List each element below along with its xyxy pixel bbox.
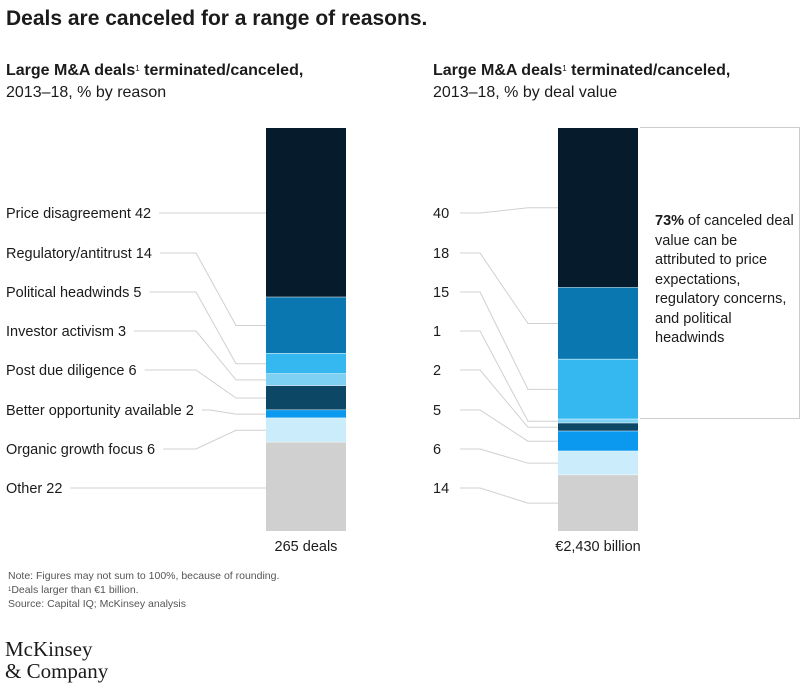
right-leader-line-organic-growth-focus xyxy=(460,448,558,464)
left-leader-line-post-due-diligence xyxy=(144,369,266,399)
left-stacked-bar-chart: Price disagreement 42 Regulatory/antitrus… xyxy=(6,128,346,555)
right-label-regulatory-antitrust: 18 xyxy=(433,246,449,262)
left-bar-segment-price-disagreement xyxy=(266,128,346,298)
right-label-better-opportunity-available: 5 xyxy=(433,403,441,419)
left-bar-segment-organic-growth-focus xyxy=(266,418,346,443)
footnotes: Note: Figures may not sum to 100%, becau… xyxy=(8,569,279,611)
logo-line-1: McKinsey xyxy=(5,637,93,661)
right-leader-line-investor-activism xyxy=(460,330,558,422)
right-label-investor-activism: 1 xyxy=(433,324,441,340)
right-chart-subtitle: 2013–18, % by deal value xyxy=(433,84,618,101)
right-label-organic-growth-focus: 6 xyxy=(433,442,441,458)
right-label-post-due-diligence: 2 xyxy=(433,363,441,379)
right-leader-line-political-headwinds xyxy=(460,291,558,390)
left-bar-segment-investor-activism xyxy=(266,373,346,386)
right-bar-segment-post-due-diligence xyxy=(558,423,638,432)
right-leader-line-other xyxy=(460,487,558,504)
left-chart-title-footnote: 1 xyxy=(135,64,140,73)
left-bar-segment-other xyxy=(266,442,346,531)
left-total-label: 265 deals xyxy=(275,539,338,555)
callout-text: of canceled deal value can be attributed… xyxy=(655,213,794,346)
right-bar-segment-investor-activism xyxy=(558,419,638,424)
left-chart-subtitle: 2013–18, % by reason xyxy=(6,84,167,101)
page-title: Deals are canceled for a range of reason… xyxy=(6,7,428,30)
right-chart-title: Large M&A deals1 terminated/canceled, 20… xyxy=(433,60,730,104)
left-bar-segment-regulatory-antitrust xyxy=(266,297,346,354)
mckinsey-logo: McKinsey & Company xyxy=(5,638,108,682)
right-leader-line-regulatory-antitrust xyxy=(460,252,558,325)
right-total-label: €2,430 billion xyxy=(555,539,640,555)
left-leader-line-better-opportunity-available xyxy=(201,409,266,415)
right-leader-line-price-disagreement xyxy=(460,207,558,214)
right-label-price-disagreement: 40 xyxy=(433,206,449,222)
right-bar-segment-political-headwinds xyxy=(558,359,638,420)
right-leader-line-better-opportunity-available xyxy=(460,409,558,442)
note-deal-size-marker: 1 xyxy=(8,587,12,593)
callout-bracket xyxy=(640,127,800,419)
note-source: Source: Capital IQ; McKinsey analysis xyxy=(8,598,186,610)
left-bar-segment-political-headwinds xyxy=(266,353,346,374)
left-chart-title-text: Large M&A deals xyxy=(6,62,136,79)
right-label-political-headwinds: 15 xyxy=(433,285,449,301)
left-label-price-disagreement: Price disagreement 42 xyxy=(6,206,151,222)
callout: 73% of canceled deal value can be attrib… xyxy=(655,212,800,349)
left-bar-segment-better-opportunity-available xyxy=(266,410,346,419)
right-bar-segment-better-opportunity-available xyxy=(558,431,638,452)
left-label-regulatory-antitrust: Regulatory/antitrust 14 xyxy=(6,246,152,262)
left-chart-title-tail: terminated/canceled, xyxy=(139,62,304,79)
logo-line-2: & Company xyxy=(5,659,109,683)
left-label-better-opportunity-available: Better opportunity available 2 xyxy=(6,403,194,419)
left-chart-title: Large M&A deals1 terminated/canceled, 20… xyxy=(6,60,303,104)
right-bar-segment-regulatory-antitrust xyxy=(558,287,638,360)
callout-percentage: 73% xyxy=(655,213,685,229)
right-chart-title-text: Large M&A deals xyxy=(433,62,563,79)
note-deal-size-text: Deals larger than €1 billion. xyxy=(11,584,139,596)
left-leader-line-regulatory-antitrust xyxy=(159,252,266,326)
left-label-other: Other 22 xyxy=(6,481,62,497)
left-leader-line-political-headwinds xyxy=(149,291,266,365)
right-chart-title-footnote: 1 xyxy=(562,64,567,73)
left-bar-segment-post-due-diligence xyxy=(266,385,346,411)
left-label-investor-activism: Investor activism 3 xyxy=(6,324,126,340)
left-label-political-headwinds: Political headwinds 5 xyxy=(6,285,141,301)
left-label-organic-growth-focus: Organic growth focus 6 xyxy=(6,442,155,458)
right-label-other: 14 xyxy=(433,481,449,497)
right-bar-segment-price-disagreement xyxy=(558,128,638,288)
left-leader-line-investor-activism xyxy=(134,330,266,381)
right-bar-segment-other xyxy=(558,475,638,531)
right-chart-title-tail: terminated/canceled, xyxy=(566,62,731,79)
left-label-post-due-diligence: Post due diligence 6 xyxy=(6,363,137,379)
right-bar-segment-organic-growth-focus xyxy=(558,451,638,476)
note-rounding: Note: Figures may not sum to 100%, becau… xyxy=(8,570,280,582)
right-leader-line-post-due-diligence xyxy=(460,369,558,428)
note-deal-size: 1Deals larger than €1 billion. xyxy=(8,583,279,597)
left-leader-line-organic-growth-focus xyxy=(163,429,266,450)
